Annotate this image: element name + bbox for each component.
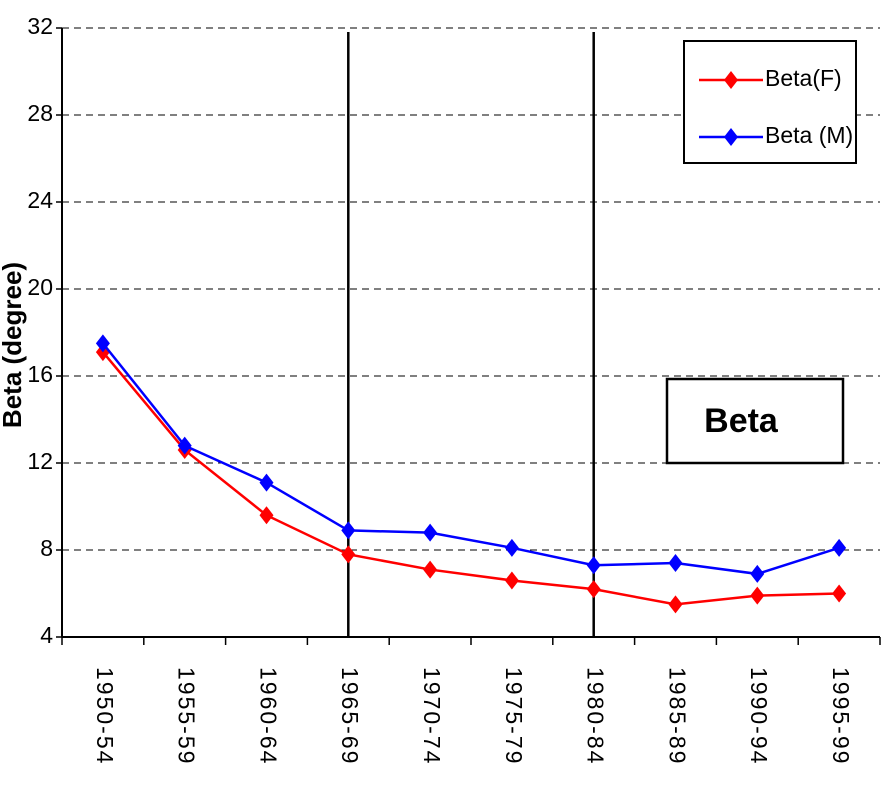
y-tick-label-8: 8	[40, 535, 53, 561]
data-point-0-5	[504, 571, 519, 590]
data-point-1-1	[177, 436, 192, 455]
data-point-1-0	[95, 334, 110, 353]
annotation-frame	[665, 377, 845, 465]
data-point-1-2	[259, 473, 274, 492]
x-tick-label-1960-64: 1960-64	[255, 667, 281, 765]
data-point-0-7	[668, 595, 683, 614]
y-tick-labels: 4 8 12 16 20 24 28 32	[27, 13, 53, 648]
data-point-1-9	[832, 538, 847, 557]
legend-label-beta-f: Beta(F)	[765, 65, 842, 91]
y-tick-label-4: 4	[40, 622, 53, 648]
y-tick-label-28: 28	[27, 100, 53, 126]
vertical-marker-lines	[347, 32, 595, 637]
x-tick-label-1955-59: 1955-59	[174, 667, 200, 765]
data-point-1-8	[750, 564, 765, 583]
data-point-0-2	[259, 506, 274, 525]
data-point-1-3	[341, 521, 356, 540]
x-tick-labels: 1950-54 1955-59 1960-64 1965-69 1970-74 1975-…	[92, 667, 854, 765]
legend-marker-beta-m	[724, 128, 738, 146]
annotation-box: Beta	[665, 377, 845, 465]
x-tick-label-1980-84: 1980-84	[583, 667, 609, 765]
y-tick-label-20: 20	[27, 274, 53, 300]
data-point-0-3	[341, 545, 356, 564]
data-point-1-5	[504, 538, 519, 557]
legend: Beta(F) Beta (M)	[683, 40, 857, 164]
data-point-0-8	[750, 586, 765, 605]
x-tick-label-1990-94: 1990-94	[746, 667, 772, 765]
x-tick-label-1970-74: 1970-74	[419, 667, 445, 765]
data-point-0-6	[586, 580, 601, 599]
y-tick-label-32: 32	[27, 13, 53, 39]
legend-box	[683, 40, 857, 164]
series	[95, 334, 847, 614]
data-point-1-4	[423, 523, 438, 542]
data-point-0-4	[423, 560, 438, 579]
annotation-label: Beta	[704, 402, 779, 440]
data-point-1-7	[668, 554, 683, 573]
legend-marker-beta-f	[724, 71, 738, 89]
series-line-0	[101, 351, 840, 606]
x-tick-label-1995-99: 1995-99	[828, 667, 854, 765]
x-tick-label-1975-79: 1975-79	[501, 667, 527, 765]
x-tick-label-1985-89: 1985-89	[664, 667, 690, 765]
x-tick-label-1965-69: 1965-69	[337, 667, 363, 765]
y-tick-label-24: 24	[27, 187, 53, 213]
axes	[61, 28, 881, 645]
y-axis-label: Beta (degree)	[0, 262, 27, 428]
data-point-1-6	[586, 556, 601, 575]
data-point-0-9	[832, 584, 847, 603]
y-tick-label-12: 12	[27, 448, 53, 474]
y-tick-label-16: 16	[27, 361, 53, 387]
series-line-1	[101, 342, 840, 576]
legend-label-beta-m: Beta (M)	[765, 122, 853, 148]
x-tick-label-1950-54: 1950-54	[92, 667, 118, 765]
series-beta-m	[95, 334, 847, 583]
